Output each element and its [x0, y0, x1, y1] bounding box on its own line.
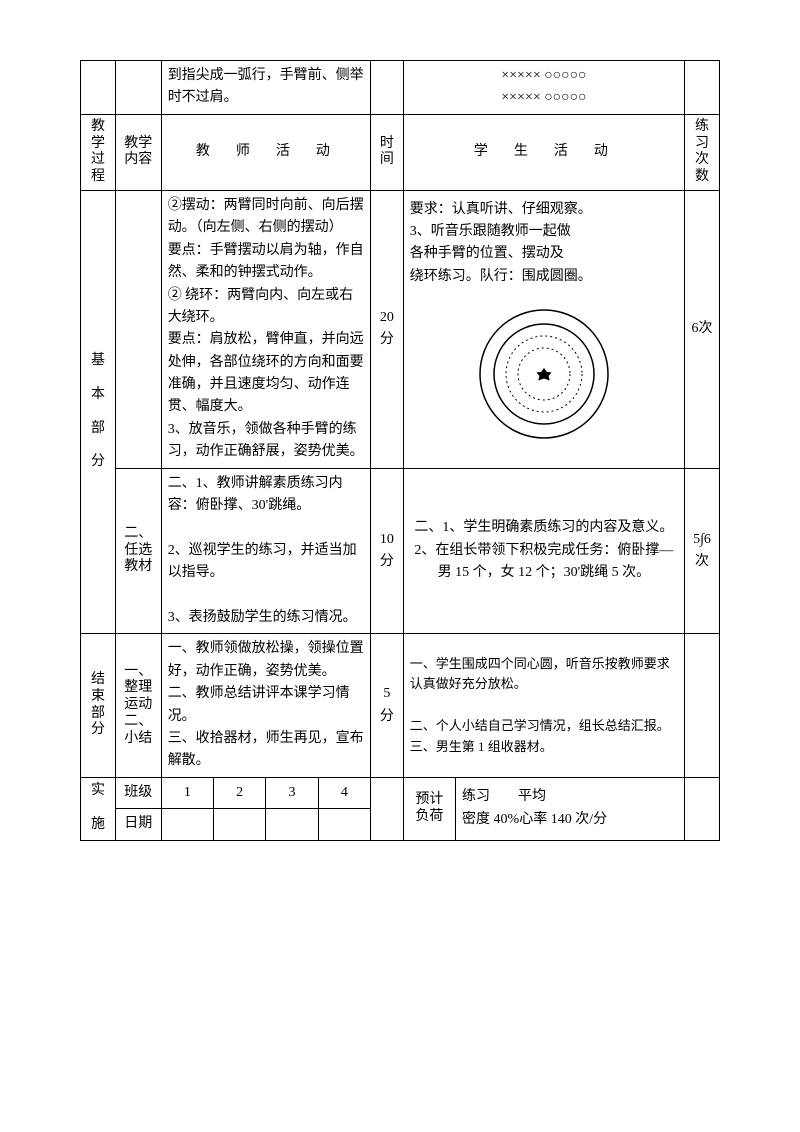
label-impl: 实 施 — [81, 777, 116, 840]
impl-n1: 1 — [161, 777, 213, 808]
end-count — [685, 634, 720, 777]
row-basic-1: 基 本 部 分 ②摆动：两臂同时向前、向后摆动。（向左侧、右侧的摆动） 要点：手… — [81, 190, 720, 468]
row-impl-1: 实 施 班级 1 2 3 4 预计负荷 练习 平均 密度 40%心率 140 次… — [81, 777, 720, 808]
label-end: 结束部分 — [81, 634, 116, 777]
row-end: 结束部分 一、整理运动二、小结 一、教师领做放松操，领操位置好，动作正确，姿势优… — [81, 634, 720, 777]
student-activity-cont: ××××× ○○○○○ ××××× ○○○○○ — [403, 61, 684, 115]
impl-load-label: 预计负荷 — [403, 777, 455, 840]
impl-load-val: 练习 平均 密度 40%心率 140 次/分 — [456, 777, 685, 840]
basic-r1-teacher: ②摆动：两臂同时向前、向后摆动。（向左侧、右侧的摆动） 要点：手臂摆动以肩为轴，… — [161, 190, 370, 468]
hdr-student: 学 生 活 动 — [403, 114, 684, 190]
hdr-time: 时间 — [371, 114, 404, 190]
end-student: 一、学生围成四个同心圆，听音乐按教师要求认真做好充分放松。 二、个人小结自己学习… — [403, 634, 684, 777]
basic-r1-c2 — [115, 190, 161, 468]
end-teacher: 一、教师领做放松操，领操位置好，动作正确，姿势优美。 二、教师总结讲评本课学习情… — [161, 634, 370, 777]
row-headers: 教学过程 教学内容 教 师 活 动 时间 学 生 活 动 练习次数 — [81, 114, 720, 190]
impl-d2 — [214, 809, 266, 840]
row-continuation: 到指尖成一弧行，手臂前、侧举时不过肩。 ××××× ○○○○○ ××××× ○○… — [81, 61, 720, 115]
impl-blank — [371, 777, 404, 840]
basic-r2-time: 10分 — [371, 468, 404, 634]
basic-r1-student: 要求：认真听讲、仔细观察。 3、听音乐跟随教师一起做 各种手臂的位置、摆动及 绕… — [403, 190, 684, 468]
impl-n4: 4 — [318, 777, 370, 808]
basic-r1-time: 20分 — [371, 190, 404, 468]
impl-n2: 2 — [214, 777, 266, 808]
impl-class: 班级 — [115, 777, 161, 808]
impl-d3 — [266, 809, 318, 840]
basic-r2-count: 5∫6次 — [685, 468, 720, 634]
formation-circles-icon — [464, 294, 624, 454]
end-c2: 一、整理运动二、小结 — [115, 634, 161, 777]
row-basic-2: 二、任选教材 二、1、教师讲解素质练习内容：俯卧撑、30'跳绳。 2、巡视学生的… — [81, 468, 720, 634]
blank — [371, 61, 404, 115]
hdr-process: 教学过程 — [81, 114, 116, 190]
label-basic: 基 本 部 分 — [81, 190, 116, 633]
blank — [115, 61, 161, 115]
basic-r2-student: 二、1、学生明确素质练习的内容及意义。 2、在组长带领下积极完成任务：俯卧撑—男… — [403, 468, 684, 634]
lesson-plan-table: 到指尖成一弧行，手臂前、侧举时不过肩。 ××××× ○○○○○ ××××× ○○… — [80, 60, 720, 841]
hdr-content: 教学内容 — [115, 114, 161, 190]
end-time: 5分 — [371, 634, 404, 777]
basic-r2-teacher: 二、1、教师讲解素质练习内容：俯卧撑、30'跳绳。 2、巡视学生的练习，并适当加… — [161, 468, 370, 634]
basic-r1-count: 6次 — [685, 190, 720, 468]
impl-n3: 3 — [266, 777, 318, 808]
impl-blank2 — [685, 777, 720, 840]
hdr-teacher: 教 师 活 动 — [161, 114, 370, 190]
basic-r2-c2: 二、任选教材 — [115, 468, 161, 634]
blank — [685, 61, 720, 115]
hdr-count: 练习次数 — [685, 114, 720, 190]
impl-d4 — [318, 809, 370, 840]
impl-date: 日期 — [115, 809, 161, 840]
blank — [81, 61, 116, 115]
teacher-activity-cont: 到指尖成一弧行，手臂前、侧举时不过肩。 — [161, 61, 370, 115]
impl-d1 — [161, 809, 213, 840]
basic-r1-student-text: 要求：认真听讲、仔细观察。 3、听音乐跟随教师一起做 各种手臂的位置、摆动及 绕… — [410, 199, 678, 289]
